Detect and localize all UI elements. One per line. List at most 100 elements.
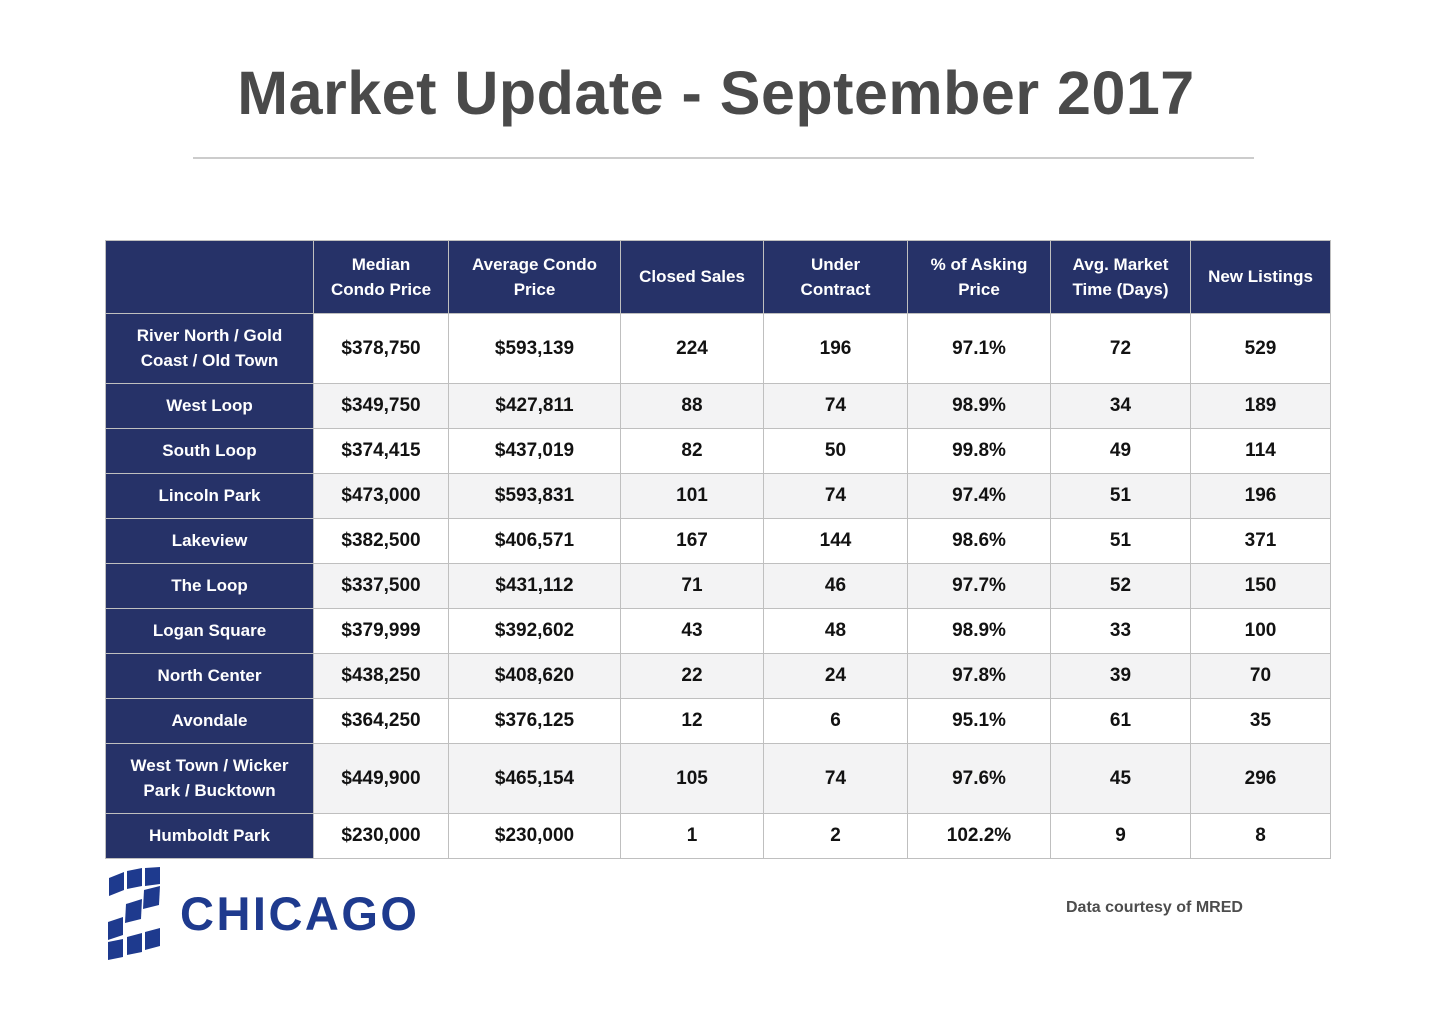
cell-closed-sales: 12 <box>620 698 764 744</box>
cell-pct-of-asking-price: 98.9% <box>907 608 1051 654</box>
cell-new-listings: 100 <box>1190 608 1331 654</box>
cell-pct-of-asking-price: 97.7% <box>907 563 1051 609</box>
column-header-pct-of-asking-price: % of Asking Price <box>907 240 1051 314</box>
cell-pct-of-asking-price: 102.2% <box>907 813 1051 859</box>
row-label-lincoln-park: Lincoln Park <box>105 473 314 519</box>
market-update-table: Median Condo Price Average Condo Price C… <box>105 240 1331 859</box>
cell-under-contract: 74 <box>763 473 908 519</box>
cell-new-listings: 150 <box>1190 563 1331 609</box>
chicago-logo-tiles-icon <box>108 867 160 960</box>
cell-avg-market-time: 72 <box>1050 313 1191 384</box>
cell-new-listings: 114 <box>1190 428 1331 474</box>
cell-average-price: $593,139 <box>448 313 621 384</box>
cell-median-price: $364,250 <box>313 698 449 744</box>
cell-new-listings: 8 <box>1190 813 1331 859</box>
row-label-west-town: West Town / Wicker Park / Bucktown <box>105 743 314 814</box>
cell-under-contract: 48 <box>763 608 908 654</box>
title-divider <box>193 157 1254 159</box>
cell-under-contract: 144 <box>763 518 908 564</box>
table-row-lakeview: Lakeview $382,500 $406,571 167 144 98.6%… <box>105 518 1331 564</box>
cell-under-contract: 46 <box>763 563 908 609</box>
column-header-median-condo-price: Median Condo Price <box>313 240 449 314</box>
table-row-south-loop: South Loop $374,415 $437,019 82 50 99.8%… <box>105 428 1331 474</box>
row-label-lakeview: Lakeview <box>105 518 314 564</box>
cell-closed-sales: 43 <box>620 608 764 654</box>
cell-pct-of-asking-price: 97.1% <box>907 313 1051 384</box>
cell-avg-market-time: 51 <box>1050 518 1191 564</box>
cell-pct-of-asking-price: 98.9% <box>907 383 1051 429</box>
cell-average-price: $230,000 <box>448 813 621 859</box>
cell-pct-of-asking-price: 98.6% <box>907 518 1051 564</box>
row-label-south-loop: South Loop <box>105 428 314 474</box>
cell-under-contract: 74 <box>763 743 908 814</box>
table-row-the-loop: The Loop $337,500 $431,112 71 46 97.7% 5… <box>105 563 1331 609</box>
cell-average-price: $593,831 <box>448 473 621 519</box>
cell-median-price: $379,999 <box>313 608 449 654</box>
cell-pct-of-asking-price: 97.4% <box>907 473 1051 519</box>
cell-avg-market-time: 34 <box>1050 383 1191 429</box>
cell-closed-sales: 71 <box>620 563 764 609</box>
table-row-avondale: Avondale $364,250 $376,125 12 6 95.1% 61… <box>105 698 1331 744</box>
cell-avg-market-time: 33 <box>1050 608 1191 654</box>
table-row-river-north: River North / Gold Coast / Old Town $378… <box>105 313 1331 384</box>
cell-closed-sales: 167 <box>620 518 764 564</box>
cell-new-listings: 529 <box>1190 313 1331 384</box>
cell-avg-market-time: 45 <box>1050 743 1191 814</box>
table-header: Median Condo Price Average Condo Price C… <box>105 240 1331 314</box>
cell-pct-of-asking-price: 97.6% <box>907 743 1051 814</box>
cell-avg-market-time: 51 <box>1050 473 1191 519</box>
column-header-under-contract: Under Contract <box>763 240 908 314</box>
cell-under-contract: 196 <box>763 313 908 384</box>
cell-new-listings: 189 <box>1190 383 1331 429</box>
cell-closed-sales: 101 <box>620 473 764 519</box>
cell-new-listings: 371 <box>1190 518 1331 564</box>
cell-median-price: $382,500 <box>313 518 449 564</box>
column-header-average-condo-price: Average Condo Price <box>448 240 621 314</box>
cell-under-contract: 24 <box>763 653 908 699</box>
cell-average-price: $437,019 <box>448 428 621 474</box>
cell-average-price: $408,620 <box>448 653 621 699</box>
column-header-new-listings: New Listings <box>1190 240 1331 314</box>
cell-new-listings: 196 <box>1190 473 1331 519</box>
cell-closed-sales: 105 <box>620 743 764 814</box>
cell-under-contract: 2 <box>763 813 908 859</box>
cell-pct-of-asking-price: 95.1% <box>907 698 1051 744</box>
page-title: Market Update - September 2017 <box>237 59 1195 127</box>
header-row: Median Condo Price Average Condo Price C… <box>105 240 1331 314</box>
row-label-north-center: North Center <box>105 653 314 699</box>
cell-under-contract: 6 <box>763 698 908 744</box>
cell-avg-market-time: 49 <box>1050 428 1191 474</box>
cell-avg-market-time: 52 <box>1050 563 1191 609</box>
cell-closed-sales: 1 <box>620 813 764 859</box>
table-row-logan-square: Logan Square $379,999 $392,602 43 48 98.… <box>105 608 1331 654</box>
table-row-north-center: North Center $438,250 $408,620 22 24 97.… <box>105 653 1331 699</box>
cell-median-price: $349,750 <box>313 383 449 429</box>
table-row-west-loop: West Loop $349,750 $427,811 88 74 98.9% … <box>105 383 1331 429</box>
row-label-logan-square: Logan Square <box>105 608 314 654</box>
row-label-the-loop: The Loop <box>105 563 314 609</box>
cell-median-price: $337,500 <box>313 563 449 609</box>
cell-median-price: $374,415 <box>313 428 449 474</box>
column-header-avg-market-time: Avg. Market Time (Days) <box>1050 240 1191 314</box>
cell-average-price: $465,154 <box>448 743 621 814</box>
cell-under-contract: 74 <box>763 383 908 429</box>
cell-pct-of-asking-price: 97.8% <box>907 653 1051 699</box>
table-row-humboldt-park: Humboldt Park $230,000 $230,000 1 2 102.… <box>105 813 1331 859</box>
cell-new-listings: 296 <box>1190 743 1331 814</box>
column-header-closed-sales: Closed Sales <box>620 240 764 314</box>
table-body: River North / Gold Coast / Old Town $378… <box>105 313 1331 859</box>
cell-under-contract: 50 <box>763 428 908 474</box>
cell-closed-sales: 22 <box>620 653 764 699</box>
cell-avg-market-time: 39 <box>1050 653 1191 699</box>
cell-median-price: $473,000 <box>313 473 449 519</box>
cell-new-listings: 35 <box>1190 698 1331 744</box>
cell-average-price: $406,571 <box>448 518 621 564</box>
row-label-west-loop: West Loop <box>105 383 314 429</box>
row-label-river-north: River North / Gold Coast / Old Town <box>105 313 314 384</box>
row-label-humboldt-park: Humboldt Park <box>105 813 314 859</box>
cell-average-price: $392,602 <box>448 608 621 654</box>
chicago-logo-text: CHICAGO <box>180 887 420 940</box>
cell-closed-sales: 88 <box>620 383 764 429</box>
table-row-west-town: West Town / Wicker Park / Bucktown $449,… <box>105 743 1331 814</box>
